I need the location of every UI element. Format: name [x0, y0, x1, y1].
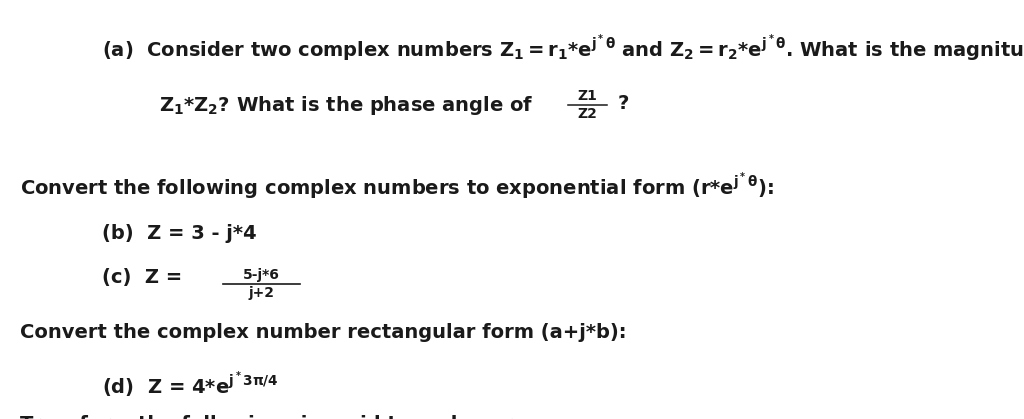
- Text: (c)  Z =: (c) Z =: [102, 268, 189, 287]
- Text: (d)  Z = 4*e$\mathbf{^{j^*3\pi/4}}$: (d) Z = 4*e$\mathbf{^{j^*3\pi/4}}$: [102, 371, 279, 400]
- Text: Convert the following complex numbers to exponential form (r*e$\mathbf{^{j^*\the: Convert the following complex numbers to…: [20, 172, 774, 202]
- Text: $\mathbf{Z_1{*}Z_2}$? What is the phase angle of: $\mathbf{Z_1{*}Z_2}$? What is the phase …: [159, 94, 534, 117]
- Text: Z2: Z2: [578, 107, 598, 121]
- Text: (b)  Z = 3 - j*4: (b) Z = 3 - j*4: [102, 224, 257, 243]
- Text: Convert the complex number rectangular form (a+j*b):: Convert the complex number rectangular f…: [20, 323, 627, 341]
- Text: Z1: Z1: [578, 89, 598, 103]
- Text: ?: ?: [617, 94, 629, 113]
- Text: Transform the following sinusoid to a phasor:: Transform the following sinusoid to a ph…: [20, 415, 520, 419]
- Text: (a)  Consider two complex numbers $\mathbf{Z_1 = r_1{*}e^{j^*\theta}}$ and $\mat: (a) Consider two complex numbers $\mathb…: [102, 34, 1024, 64]
- Text: 5-j*6: 5-j*6: [243, 268, 281, 282]
- Text: j+2: j+2: [249, 286, 274, 300]
